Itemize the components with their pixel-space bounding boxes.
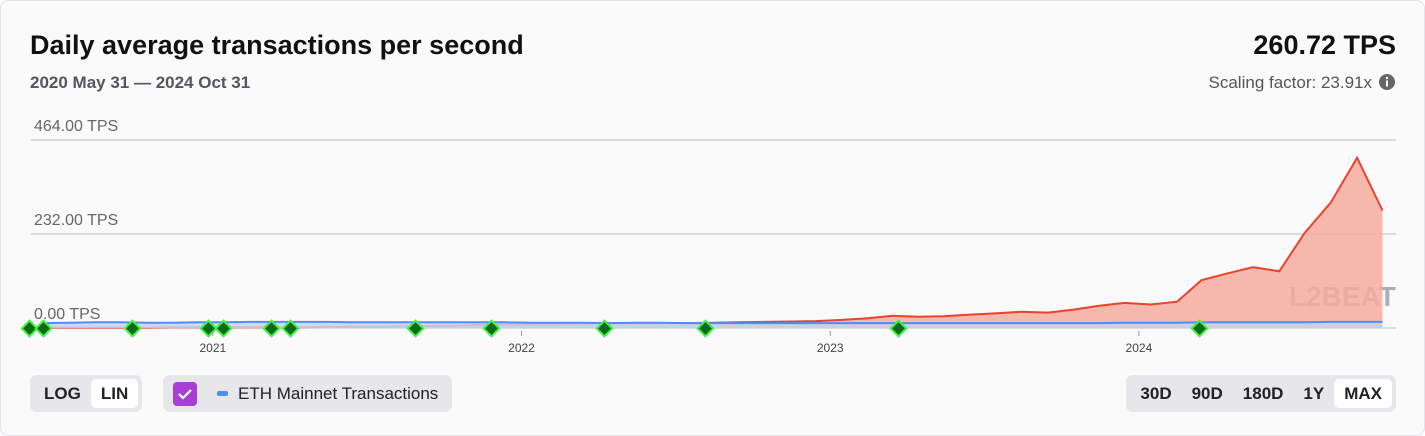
event-marker [406, 319, 425, 338]
legend: ETH Mainnet Transactions [163, 375, 453, 412]
headline-value: 260.72 TPS [1253, 30, 1396, 60]
range-toggle: 30D 90D 180D 1Y MAX [1126, 375, 1396, 412]
legend-swatch [217, 391, 228, 396]
info-icon[interactable] [1378, 73, 1396, 91]
toggle-button[interactable]: 90D [1191, 384, 1223, 403]
event-marker [199, 319, 218, 338]
y-tick-label: 232.00 TPS [34, 212, 118, 229]
event-marker [696, 319, 715, 338]
scaling-factor: Scaling factor: 23.91x [1208, 73, 1372, 92]
chart-subtitle: 2020 May 31 — 2024 Oct 31 [30, 73, 251, 92]
legend-checkbox[interactable] [173, 381, 197, 406]
x-tick-label: 2021 [199, 341, 226, 355]
event-marker [214, 319, 233, 338]
scale-toggle: LOG LIN [30, 375, 143, 412]
x-tick-label: 2023 [817, 341, 844, 355]
toggle-button[interactable]: LIN [90, 379, 139, 408]
event-marker [20, 319, 39, 338]
toggle-button[interactable]: LOG [44, 384, 81, 403]
event-marker [34, 319, 53, 338]
event-marker [595, 319, 614, 338]
toggle-button[interactable]: 30D [1140, 384, 1172, 403]
x-tick-label: 2022 [508, 341, 535, 355]
x-tick-label: 2024 [1126, 341, 1153, 355]
event-marker [123, 319, 142, 338]
series-area [43, 157, 1383, 328]
event-marker [262, 319, 281, 338]
event-marker [889, 319, 908, 338]
event-marker [482, 319, 501, 338]
toggle-button[interactable]: MAX [1334, 379, 1392, 408]
y-tick-label: 464.00 TPS [34, 118, 118, 135]
legend-label: ETH Mainnet Transactions [238, 383, 439, 403]
series-line [43, 320, 1383, 325]
event-marker [1190, 319, 1209, 338]
toggle-button[interactable]: 180D [1242, 384, 1284, 403]
toggle-button[interactable]: 1Y [1303, 384, 1325, 403]
chart-title: Daily average transactions per second [30, 30, 524, 60]
y-tick-label: 0.00 TPS [34, 306, 100, 323]
event-marker [281, 319, 300, 338]
